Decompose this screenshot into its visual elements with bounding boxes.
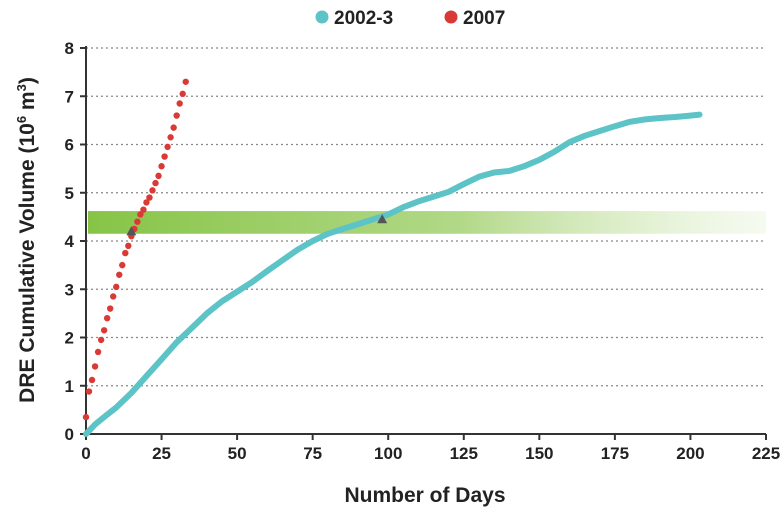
x-axis-title: Number of Days [344,484,505,507]
point-2007 [146,194,153,201]
y-axis-title: DRE Cumulative Volume (106 m3) [14,77,39,403]
y-tick-label-7: 7 [65,87,74,106]
y-tick-label-8: 8 [65,39,74,58]
x-tick-label-100: 100 [374,444,402,463]
y-axis-title-main: DRE Cumulative Volume (10 [16,123,39,403]
point-2007 [155,172,162,180]
crossing-marker-1 [126,226,137,236]
point-2007 [173,112,180,119]
point-2007 [91,363,99,370]
x-tick-label-25: 25 [152,444,171,463]
y-tick-label-4: 4 [65,232,75,251]
point-2007 [170,124,177,131]
legend: 2002-3 2007 [315,8,505,29]
point-2007 [106,305,114,312]
x-tick-label-125: 125 [450,444,478,463]
legend-marker-2002-3 [315,10,329,24]
y-tick-label-6: 6 [65,136,74,155]
point-2007 [134,218,141,225]
series-line-2002-3 [83,111,703,437]
point-2007 [100,327,108,334]
point-2007 [119,261,126,269]
point-2007 [122,249,129,257]
x-tick-label-0: 0 [81,444,90,463]
y-tick-label-3: 3 [65,280,74,299]
point-2007 [143,199,150,206]
point-2007 [149,187,156,194]
y-axis-title-mid: m [16,91,39,116]
series-layer [82,78,703,437]
point-2007 [161,153,168,160]
x-tick-label-50: 50 [228,444,247,463]
point-2007 [179,90,186,98]
x-tick-label-75: 75 [303,444,322,463]
point-2007 [110,293,117,300]
point-2007 [152,179,159,187]
point-2007 [140,206,147,213]
y-axis-title-sup2: 3 [14,84,29,91]
point-2007 [82,413,90,421]
axes: 0 1 2 3 4 5 6 7 8 0 25 50 75 100 125 150 175 200 225 [65,39,781,463]
point-2007 [167,134,174,141]
x-tick-label-225: 225 [752,444,780,463]
point-2007 [94,348,102,356]
y-tick-label-1: 1 [65,377,74,396]
point-2007 [182,78,189,85]
y-tick-label-2: 2 [65,329,74,348]
x-tick-label-175: 175 [601,444,629,463]
point-2007 [116,271,123,278]
y-tick-label-0: 0 [65,425,74,444]
y-axis-title-sup: 6 [14,116,29,123]
x-tick-label-200: 200 [676,444,704,463]
x-tick-label-150: 150 [525,444,553,463]
point-2007 [125,242,132,250]
y-axis-title-end: ) [16,77,39,84]
point-2007 [103,315,111,322]
legend-label-2002-3: 2002-3 [334,8,393,29]
point-2007 [137,211,144,218]
point-2007 [158,163,165,170]
point-2007 [85,388,93,395]
y-tick-label-5: 5 [65,184,74,203]
point-2007 [164,143,171,151]
legend-label-2007: 2007 [463,8,505,29]
point-2007 [113,283,120,291]
legend-marker-2007 [444,10,458,24]
gridlines [86,47,766,387]
crossing-marker-0 [377,214,388,224]
point-2007 [176,100,183,107]
point-2007 [97,336,105,344]
point-2007 [88,376,96,384]
highlight-band-layer [88,211,766,234]
highlight-band [88,211,766,234]
